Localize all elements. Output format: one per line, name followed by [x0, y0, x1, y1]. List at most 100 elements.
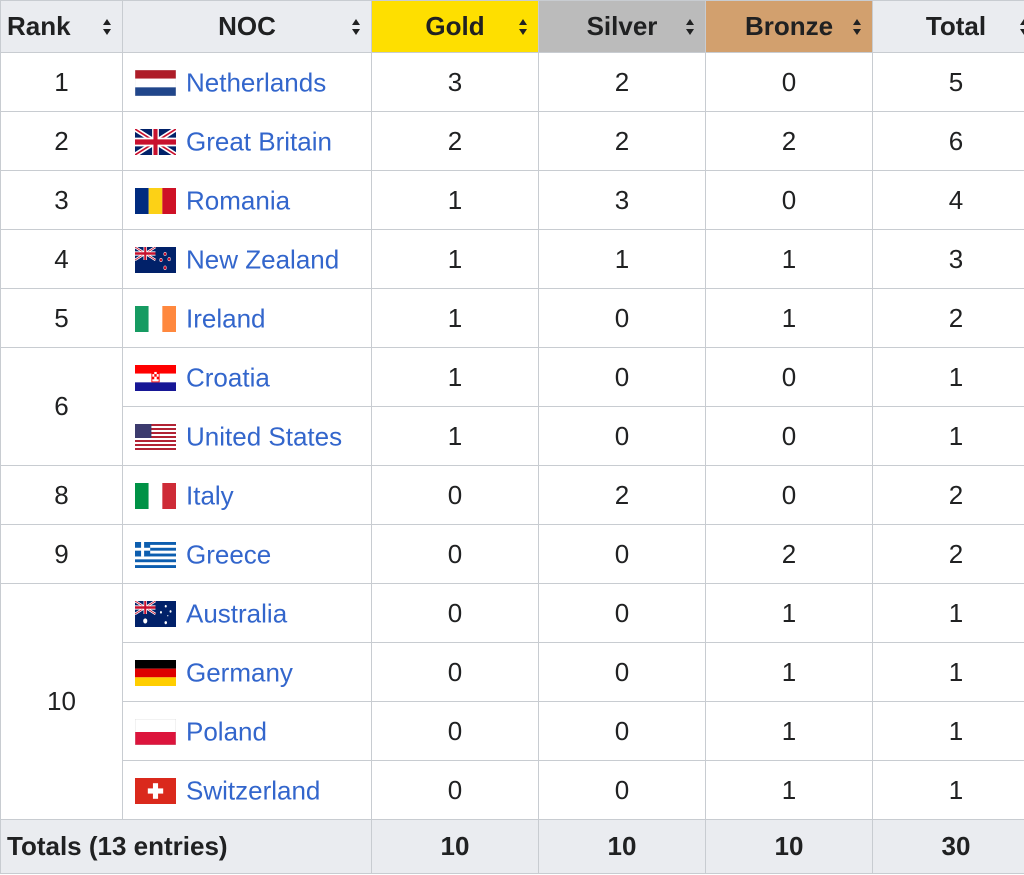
ireland-flag-icon [135, 305, 176, 332]
germany-flag-icon [135, 659, 176, 686]
gold-cell: 1 [371, 406, 539, 466]
silver-cell: 2 [538, 465, 706, 525]
table-row: Poland 0 0 1 1 [1, 701, 1024, 761]
sort-arrows-icon[interactable] [685, 18, 695, 36]
bronze-cell: 0 [705, 406, 873, 466]
country-link[interactable]: Croatia [186, 362, 270, 393]
silver-cell: 3 [538, 170, 706, 230]
table-row: 6 Croatia 1 0 0 1 [0, 347, 1024, 466]
silver-cell: 0 [538, 583, 706, 643]
silver-cell: 0 [538, 524, 706, 584]
noc-cell: Croatia [122, 347, 372, 407]
noc-cell: Great Britain [122, 111, 372, 171]
country-link[interactable]: Germany [186, 657, 293, 688]
poland-flag-icon [135, 718, 176, 745]
country-link[interactable]: Australia [186, 598, 288, 629]
total-cell: 1 [872, 701, 1024, 761]
gold-cell: 3 [371, 52, 539, 112]
gold-cell: 0 [371, 760, 539, 820]
rank-header[interactable]: Rank [0, 0, 123, 53]
totals-silver: 10 [538, 819, 706, 874]
gold-cell: 0 [371, 583, 539, 643]
gold-cell: 0 [371, 642, 539, 702]
australia-flag-icon [135, 600, 176, 627]
country-link[interactable]: Romania [186, 185, 291, 216]
silver-cell: 0 [538, 288, 706, 348]
total-cell: 2 [872, 288, 1024, 348]
gold-cell: 0 [371, 701, 539, 761]
bronze-header[interactable]: Bronze [705, 0, 873, 53]
rank-header-label: Rank [7, 11, 71, 41]
sort-arrows-icon[interactable] [1019, 18, 1024, 36]
noc-cell: Romania [122, 170, 372, 230]
total-cell: 6 [872, 111, 1024, 171]
totals-row: Totals (13 entries) 10 10 10 30 [0, 819, 1024, 874]
country-link[interactable]: Great Britain [186, 126, 332, 157]
netherlands-flag-icon [135, 69, 176, 96]
totals-bronze: 10 [705, 819, 873, 874]
sort-arrows-icon[interactable] [518, 18, 528, 36]
table-row: Switzerland 0 0 1 1 [1, 760, 1024, 820]
gold-header[interactable]: Gold [371, 0, 539, 53]
total-header[interactable]: Total [872, 0, 1024, 53]
country-link[interactable]: United States [186, 421, 343, 452]
gold-header-label: Gold [425, 11, 485, 41]
rank-cell: 10 [0, 583, 123, 820]
rank-cell: 5 [0, 288, 123, 348]
totals-label: Totals (13 entries) [0, 819, 372, 874]
total-cell: 5 [872, 52, 1024, 112]
noc-cell: Switzerland [122, 760, 372, 820]
rank-cell: 6 [0, 347, 123, 466]
sort-arrows-icon[interactable] [852, 18, 862, 36]
bronze-header-label: Bronze [744, 11, 834, 41]
bronze-cell: 1 [705, 760, 873, 820]
noc-header[interactable]: NOC [122, 0, 372, 53]
bronze-cell: 2 [705, 524, 873, 584]
silver-cell: 0 [538, 406, 706, 466]
noc-cell: Netherlands [122, 52, 372, 112]
sort-arrows-icon[interactable] [102, 18, 112, 36]
silver-cell: 2 [538, 111, 706, 171]
silver-cell: 0 [538, 701, 706, 761]
gold-cell: 0 [371, 524, 539, 584]
noc-cell: United States [122, 406, 372, 466]
country-link[interactable]: Poland [186, 716, 267, 747]
country-link[interactable]: Greece [186, 539, 272, 570]
header-row: Rank NOC Gold Silver Bronze Total [0, 0, 1024, 53]
country-link[interactable]: Switzerland [186, 775, 321, 806]
country-link[interactable]: Ireland [186, 303, 266, 334]
rank-cell: 3 [0, 170, 123, 230]
great-britain-flag-icon [135, 128, 176, 155]
gold-cell: 1 [371, 170, 539, 230]
table-row: 5 Ireland 1 0 1 2 [0, 288, 1024, 348]
total-cell: 4 [872, 170, 1024, 230]
country-link[interactable]: New Zealand [186, 244, 340, 275]
sort-arrows-icon[interactable] [351, 18, 361, 36]
country-link[interactable]: Italy [186, 480, 234, 511]
new-zealand-flag-icon [135, 246, 176, 273]
table-row: 10 Australia 0 0 1 1 [0, 583, 1024, 820]
total-cell: 2 [872, 524, 1024, 584]
greece-flag-icon [135, 541, 176, 568]
gold-cell: 1 [371, 288, 539, 348]
bronze-cell: 0 [705, 170, 873, 230]
gold-cell: 0 [371, 465, 539, 525]
country-link[interactable]: Netherlands [186, 67, 327, 98]
rank-cell: 9 [0, 524, 123, 584]
bronze-cell: 2 [705, 111, 873, 171]
table-row: United States 1 0 0 1 [1, 406, 1024, 466]
total-cell: 1 [872, 642, 1024, 702]
silver-cell: 0 [538, 760, 706, 820]
silver-header[interactable]: Silver [538, 0, 706, 53]
gold-cell: 2 [371, 111, 539, 171]
rank-cell: 8 [0, 465, 123, 525]
noc-cell: Poland [122, 701, 372, 761]
totals-gold: 10 [371, 819, 539, 874]
table-row: 3 Romania 1 3 0 4 [0, 170, 1024, 230]
table-row: 8 Italy 0 2 0 2 [0, 465, 1024, 525]
table-row: 2 Great Britain 2 2 2 6 [0, 111, 1024, 171]
gold-cell: 1 [371, 229, 539, 289]
switzerland-flag-icon [135, 777, 176, 804]
bronze-cell: 0 [705, 465, 873, 525]
silver-cell: 2 [538, 52, 706, 112]
